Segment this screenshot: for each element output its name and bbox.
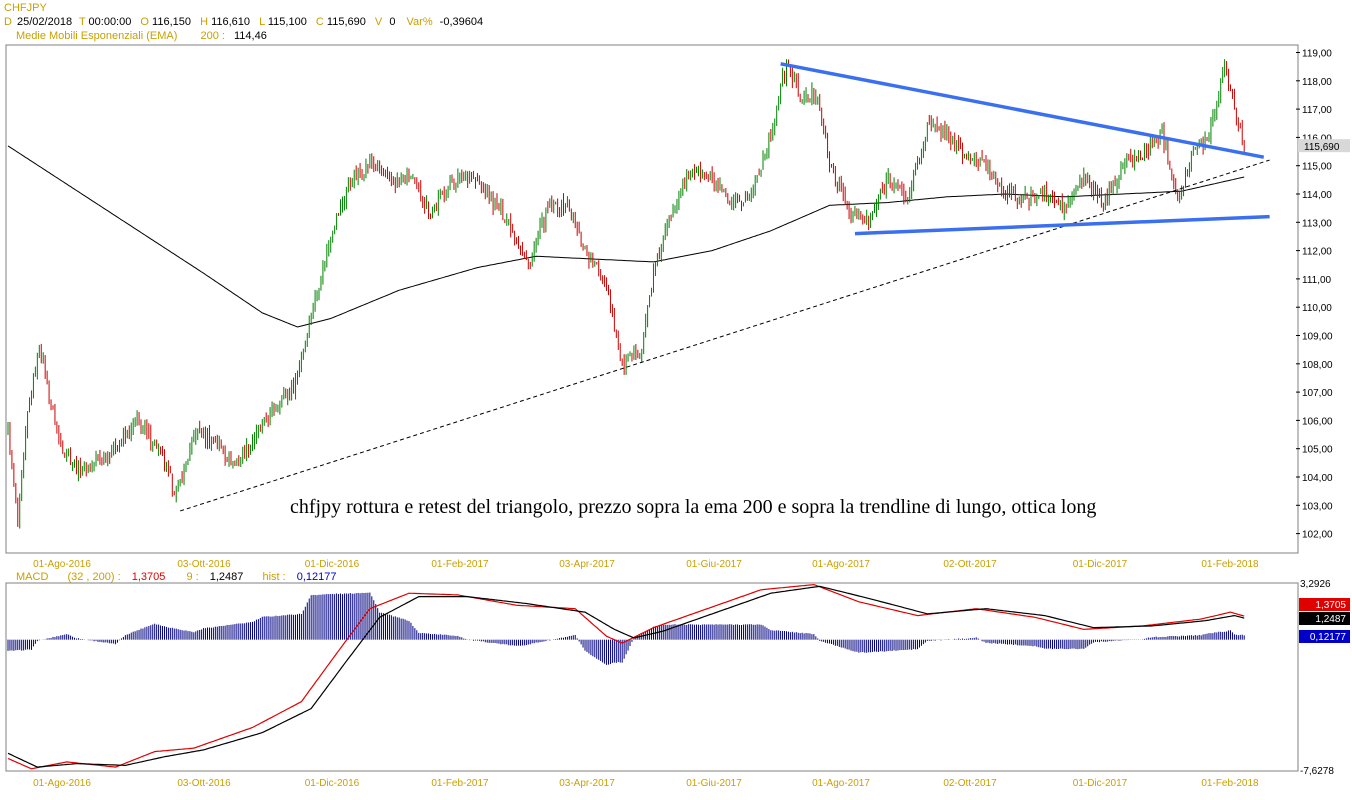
macd-x-tick-label: 01-Giu-2017: [686, 778, 742, 789]
hist-value: 0,12177: [297, 571, 337, 583]
macd-params: (32 , 200) :: [67, 571, 120, 583]
macd-x-tick-label: 01-Feb-2018: [1201, 778, 1259, 789]
x-tick-label: 01-Feb-2018: [1201, 559, 1259, 570]
y-tick-label: 103,00: [1302, 501, 1333, 512]
macd-y-top: 3,2926: [1300, 579, 1331, 590]
y-tick-label: 110,00: [1302, 303, 1332, 314]
hist-label: hist :: [262, 571, 285, 583]
ohlc-readout: D 25/02/2018 T 00:00:00 O 116,150 H 116,…: [4, 16, 483, 28]
x-tick-label: 01-Dic-2017: [1073, 559, 1128, 570]
ema-period: 200 :: [200, 30, 224, 42]
last-price-marker: 115,690: [1298, 139, 1350, 153]
signal-badge-text: 1,2487: [1315, 614, 1346, 625]
x-tick-label: 02-Ott-2017: [943, 559, 997, 570]
macd-x-tick-label: 01-Dic-2017: [1073, 778, 1128, 789]
triangle-trendline: [780, 62, 1265, 159]
macd-x-axis: 01-Ago-2016 03-Ott-2016 01-Dic-2016 01-Feb-…: [33, 778, 1259, 789]
x-tick-label: 03-Apr-2017: [559, 559, 615, 570]
signal-label: 9 :: [186, 571, 198, 583]
hist-badge-text: 0,12177: [1310, 632, 1347, 643]
macd-x-tick-label: 01-Feb-2017: [431, 778, 489, 789]
macd-badges: 1,3705 1,2487 0,12177: [1299, 598, 1350, 643]
macd-panel-frame: [5, 582, 1299, 772]
close-value: 115,690: [327, 16, 366, 28]
price-candles: [7, 59, 1245, 529]
y-tick-label: 118,00: [1302, 77, 1332, 88]
macd-badge-text: 1,3705: [1315, 600, 1346, 611]
y-tick-label: 119,00: [1302, 49, 1332, 60]
open-label: O: [140, 16, 149, 28]
signal-line: [7, 585, 1245, 768]
x-tick-label: 01-Dic-2016: [305, 559, 360, 570]
macd-readout: MACD (32 , 200) : 1,3705 9 : 1,2487 hist…: [16, 571, 337, 583]
ema-readout: Medie Mobili Esponenziali (EMA) 200 : 11…: [16, 30, 267, 42]
macd-lines: [7, 583, 1245, 770]
macd-histogram: [7, 592, 1245, 665]
macd-x-tick-label: 01-Ago-2016: [33, 778, 91, 789]
y-tick-label: 117,00: [1302, 105, 1332, 116]
y-tick-label: 113,00: [1302, 218, 1332, 229]
y-tick-label: 104,00: [1302, 473, 1333, 484]
x-tick-label: 01-Ago-2016: [33, 559, 91, 570]
y-tick-label: 108,00: [1302, 360, 1333, 371]
y-tick-label: 109,00: [1302, 332, 1333, 343]
x-tick-label: 03-Ott-2016: [177, 559, 231, 570]
ema-200-path: [7, 145, 1245, 328]
macd-label: MACD: [16, 571, 48, 583]
macd-x-tick-label: 02-Ott-2017: [943, 778, 997, 789]
low-label: L: [259, 16, 265, 28]
y-tick-label: 115,00: [1302, 162, 1332, 173]
macd-x-tick-label: 01-Dic-2016: [305, 778, 360, 789]
x-tick-label: 01-Ago-2017: [812, 559, 870, 570]
signal-badge-box: [1299, 612, 1350, 625]
long-term-trendline: [179, 159, 1270, 512]
y-tick-label: 112,00: [1302, 247, 1332, 258]
date-value: 25/02/2018: [17, 16, 72, 28]
volume-label: V: [375, 16, 383, 28]
macd-y-axis: 3,2926 -7,6278: [1300, 579, 1334, 777]
symbol-label: CHFJPY: [4, 2, 47, 14]
price-y-axis: 119,00 118,00 117,00 116,00 115,00 114,00 113,…: [1296, 49, 1333, 541]
macd-line: [7, 583, 1245, 770]
ema-label: Medie Mobili Esponenziali (EMA): [16, 30, 177, 42]
y-tick-label: 106,00: [1302, 416, 1333, 427]
y-tick-label: 111,00: [1302, 275, 1332, 286]
y-tick-label: 107,00: [1302, 388, 1333, 399]
ema-value: 114,46: [234, 30, 267, 42]
low-value: 115,100: [268, 16, 307, 28]
chart-annotation: chfjpy rottura e retest del triangolo, p…: [290, 496, 1096, 518]
date-label: D: [4, 16, 12, 28]
hist-badge-box: [1299, 630, 1350, 643]
time-label: T: [79, 16, 86, 28]
var-label: Var%: [407, 16, 433, 28]
ema-200-line: [7, 145, 1245, 328]
y-tick-label: 114,00: [1302, 190, 1332, 201]
var-value: -0,39604: [440, 16, 483, 28]
volume-value: 0: [389, 16, 395, 28]
high-label: H: [200, 16, 208, 28]
last-price-text: 115,690: [1304, 142, 1340, 153]
last-price-box: [1298, 139, 1350, 153]
signal-value: 1,2487: [210, 571, 244, 583]
y-tick-label: 116,00: [1302, 133, 1332, 144]
trendlines: [179, 62, 1270, 512]
macd-x-tick-label: 03-Ott-2016: [177, 778, 231, 789]
macd-badge-box: [1299, 598, 1350, 611]
macd-x-tick-label: 01-Ago-2017: [812, 778, 870, 789]
y-tick-label: 102,00: [1302, 530, 1333, 541]
x-tick-label: 01-Feb-2017: [431, 559, 489, 570]
y-tick-label: 105,00: [1302, 445, 1333, 456]
macd-y-bottom: -7,6278: [1300, 766, 1334, 777]
time-value: 00:00:00: [89, 16, 132, 28]
macd-x-tick-label: 03-Apr-2017: [559, 778, 615, 789]
price-x-axis: 01-Ago-2016 03-Ott-2016 01-Dic-2016 01-Feb-…: [33, 559, 1259, 570]
price-panel-frame: [5, 44, 1299, 554]
triangle-trendline: [854, 214, 1270, 236]
macd-value: 1,3705: [132, 571, 166, 583]
open-value: 116,150: [152, 16, 191, 28]
close-label: C: [316, 16, 324, 28]
high-value: 116,610: [211, 16, 250, 28]
x-tick-label: 01-Giu-2017: [686, 559, 742, 570]
